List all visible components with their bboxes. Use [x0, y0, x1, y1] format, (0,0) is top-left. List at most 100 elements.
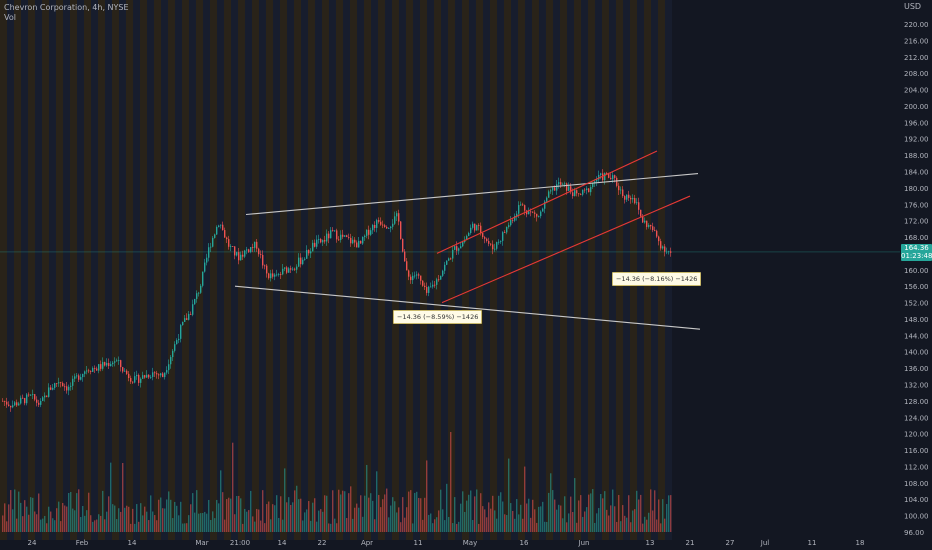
session-stripe: [637, 0, 644, 540]
candle: [266, 265, 268, 274]
session-stripe: [259, 0, 266, 540]
candle: [442, 270, 444, 276]
volume-bar: [494, 510, 496, 532]
candle: [210, 246, 212, 248]
candle: [302, 259, 304, 265]
session-stripe: [378, 0, 385, 540]
candle: [424, 285, 426, 288]
candle: [54, 383, 56, 388]
y-tick-label: 160.00: [904, 267, 929, 275]
candle: [6, 401, 8, 405]
candle: [136, 374, 138, 377]
candle: [398, 213, 400, 222]
volume-bar: [318, 510, 320, 532]
candle: [262, 254, 264, 266]
volume-bar: [358, 507, 360, 532]
volume-bar: [576, 522, 578, 532]
candle: [384, 225, 386, 228]
volume-bar: [466, 500, 468, 532]
y-tick-label: 144.00: [904, 332, 929, 340]
candle: [450, 258, 452, 260]
session-stripe: [336, 0, 343, 540]
candle: [294, 268, 296, 270]
candle: [250, 247, 252, 253]
candle: [452, 249, 454, 259]
candle: [212, 237, 214, 247]
volume-bar: [10, 490, 12, 532]
x-tick-label: 14: [278, 539, 287, 547]
volume-bar: [310, 520, 312, 532]
candle: [270, 273, 272, 279]
volume-bar: [326, 495, 328, 532]
volume-bar: [126, 505, 128, 532]
candle: [428, 286, 430, 293]
y-tick-label: 220.00: [904, 21, 929, 29]
trendline: [245, 172, 699, 216]
session-stripe: [532, 0, 539, 540]
candle: [368, 229, 370, 235]
candle: [58, 382, 60, 384]
candle: [446, 260, 448, 265]
volume-bar: [538, 506, 540, 532]
volume-bar: [354, 507, 356, 532]
candle: [104, 362, 106, 366]
volume-bar: [484, 509, 486, 532]
candle: [340, 234, 342, 240]
candle: [236, 252, 238, 256]
candle: [542, 208, 544, 212]
candle: [280, 274, 282, 275]
volume-bar: [632, 510, 634, 532]
volume-bar: [550, 473, 552, 532]
candle: [74, 376, 76, 379]
candle: [134, 376, 136, 383]
candle: [422, 280, 424, 286]
volume-bar: [660, 523, 662, 532]
volume-bar: [44, 515, 46, 532]
candle: [290, 268, 292, 270]
volume-bar: [180, 501, 182, 532]
candle: [286, 267, 288, 273]
candle: [292, 268, 294, 270]
y-tick-label: 216.00: [904, 37, 929, 45]
volume-bar: [320, 509, 322, 532]
volume-bar: [40, 519, 42, 532]
session-stripe: [427, 0, 434, 540]
candle: [640, 209, 642, 217]
candle: [616, 177, 618, 186]
volume-bar: [330, 523, 332, 532]
volume-bar: [524, 466, 526, 532]
session-stripe: [504, 0, 511, 540]
symbol-title[interactable]: Chevron Corporation, 4h, NYSE: [4, 3, 129, 12]
volume-bar: [322, 511, 324, 532]
volume-bar: [34, 511, 36, 532]
volume-bar: [120, 511, 122, 532]
volume-bar: [228, 497, 230, 532]
volume-bar: [158, 499, 160, 532]
session-stripe: [497, 0, 504, 540]
volume-bar: [16, 518, 18, 532]
volume-bar: [470, 490, 472, 532]
candle: [632, 198, 634, 200]
volume-bar: [416, 491, 418, 532]
candle: [484, 237, 486, 239]
session-stripe: [371, 0, 378, 540]
volume-bar: [88, 492, 90, 532]
session-stripe: [455, 0, 462, 540]
candle: [2, 400, 4, 402]
volume-bar: [46, 523, 48, 532]
volume-bar: [478, 523, 480, 532]
candle: [276, 274, 278, 276]
volume-bar: [166, 499, 168, 532]
candle: [180, 325, 182, 339]
volume-bar: [352, 518, 354, 532]
candle: [634, 198, 636, 204]
candle: [82, 373, 84, 378]
candle: [414, 275, 416, 277]
volume-bar: [410, 490, 412, 532]
session-stripe: [350, 0, 357, 540]
measure-annotation-1[interactable]: −14.36 (−8.59%) −1426: [393, 310, 483, 324]
session-stripe: [434, 0, 441, 540]
volume-indicator-label[interactable]: Vol: [4, 13, 16, 22]
measure-annotation-2[interactable]: −14.36 (−8.16%) −1426: [612, 272, 702, 286]
